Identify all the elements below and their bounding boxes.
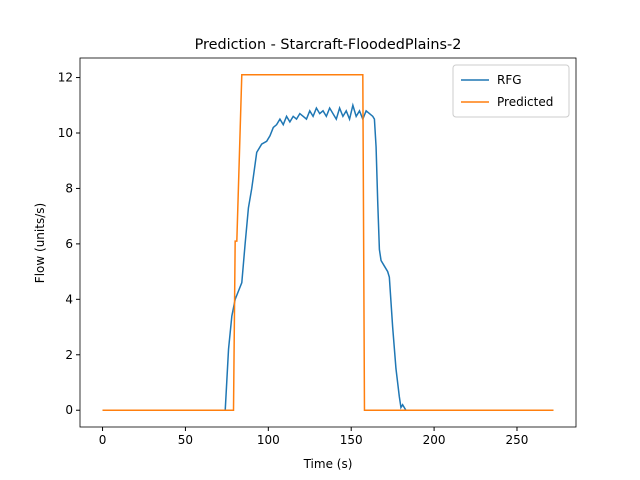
x-tick-label: 150 <box>340 433 363 447</box>
x-tick-label: 100 <box>257 433 280 447</box>
y-tick-label: 10 <box>58 126 73 140</box>
line-series <box>102 74 554 411</box>
x-tick-label: 0 <box>99 433 107 447</box>
plot-frame <box>79 57 577 428</box>
x-tick-label: 250 <box>506 433 529 447</box>
x-tick-label: 50 <box>178 433 193 447</box>
y-tick-label: 6 <box>65 237 73 251</box>
y-tick-label: 12 <box>58 71 73 85</box>
legend-label: Predicted <box>497 95 553 109</box>
chart-title: Prediction - Starcraft-FloodedPlains-2 <box>195 37 462 53</box>
y-tick-label: 0 <box>65 403 73 417</box>
y-tick-label: 4 <box>65 292 73 306</box>
y-tick-label: 2 <box>65 348 73 362</box>
y-axis-label: Flow (units/s) <box>33 203 47 283</box>
legend-label: RFG <box>497 73 522 87</box>
x-tick-label: 200 <box>423 433 446 447</box>
line-series <box>102 102 554 411</box>
legend-box <box>452 64 570 118</box>
x-axis-label: Time (s) <box>303 457 353 471</box>
y-tick-label: 8 <box>65 181 73 195</box>
